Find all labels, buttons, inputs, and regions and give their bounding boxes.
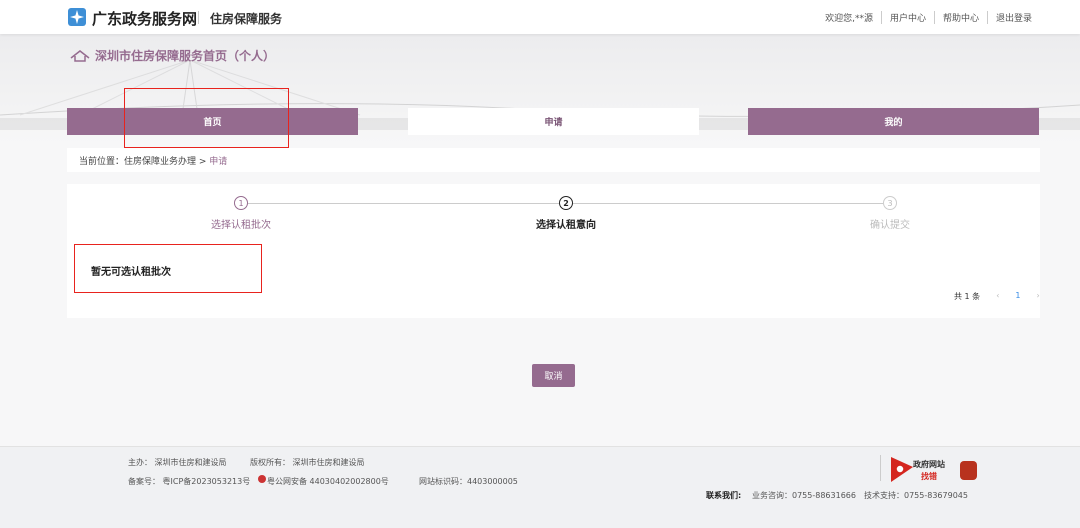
footer-copyright: 版权所有： 深圳市住房和建设局	[250, 458, 365, 467]
badge-line1: 政府网站	[913, 460, 945, 469]
contact-label: 联系我们:	[706, 491, 742, 500]
badge-line2: 找错	[921, 472, 937, 481]
footer-host: 主办： 深圳市住房和建设局	[128, 458, 227, 467]
divider	[880, 455, 881, 481]
footer-site-id: 网站标识码：4403000005	[419, 477, 518, 486]
footer-police[interactable]: 粤公网安备 44030402002800号	[267, 477, 389, 486]
page-title: 深圳市住房保障服务首页（个人）	[70, 47, 275, 64]
tab-apply[interactable]: 申请	[408, 108, 699, 135]
step-3-circle: 3	[883, 196, 897, 210]
gov-site-error-badge[interactable]: 政府网站 找错	[891, 457, 955, 483]
home-icon	[70, 49, 90, 62]
service-name: 住房保障服务	[210, 12, 283, 26]
help-center-link[interactable]: 帮助中心	[933, 11, 987, 24]
step-connector	[573, 203, 883, 204]
tab-home[interactable]: 首页	[67, 108, 358, 135]
footer-icp[interactable]: 备案号： 粤ICP备2023053213号	[128, 477, 251, 486]
step-1-label: 选择认租批次	[211, 220, 271, 231]
welcome-user: 欢迎您,**源	[825, 14, 873, 24]
pagination: 共 1 条 ‹ 1 ›	[954, 291, 1040, 302]
footer: 主办： 深圳市住房和建设局 版权所有： 深圳市住房和建设局 备案号： 粤ICP备…	[0, 446, 1080, 528]
next-page-icon[interactable]: ›	[1036, 291, 1040, 300]
step-connector	[248, 203, 559, 204]
top-links: 欢迎您,**源 用户中心 帮助中心 退出登录	[817, 11, 1040, 24]
breadcrumb-item[interactable]: 住房保障业务办理	[124, 157, 197, 167]
magnifier-flag-icon	[891, 457, 913, 482]
tab-mine[interactable]: 我的	[748, 108, 1039, 135]
gd-logo-icon	[68, 8, 86, 26]
logout-link[interactable]: 退出登录	[986, 11, 1040, 24]
top-header: 广东政务服务网 住房保障服务 欢迎您,**源 用户中心 帮助中心 退出登录	[0, 0, 1080, 34]
page-title-text: 深圳市住房保障服务首页（个人）	[95, 49, 276, 63]
prev-page-icon[interactable]: ‹	[996, 291, 1000, 300]
breadcrumb-prefix: 当前位置：	[79, 157, 125, 167]
brand-name[interactable]: 广东政务服务网	[92, 10, 198, 28]
total-count: 共 1 条	[954, 292, 981, 301]
divider	[198, 11, 199, 24]
page-1[interactable]: 1	[1015, 291, 1021, 300]
breadcrumb: 当前位置：住房保障业务办理 > 申请	[67, 148, 1040, 172]
step-2-label: 选择认租意向	[536, 220, 596, 231]
step-1-circle: 1	[234, 196, 248, 210]
breadcrumb-separator: >	[196, 157, 210, 167]
support-phone: 技术支持：0755-83679045	[864, 491, 968, 500]
consult-phone: 业务咨询：0755-88631666	[752, 491, 856, 500]
empty-message: 暂无可选认租批次	[91, 267, 171, 278]
party-emblem-icon[interactable]	[960, 461, 977, 480]
main-card	[67, 184, 1040, 318]
step-3-label: 确认提交	[870, 220, 910, 231]
police-emblem-icon	[258, 475, 266, 483]
step-2-circle: 2	[559, 196, 573, 210]
cancel-button[interactable]: 取消	[532, 364, 575, 387]
user-center-link[interactable]: 用户中心	[880, 11, 934, 24]
breadcrumb-current: 申请	[209, 157, 228, 167]
